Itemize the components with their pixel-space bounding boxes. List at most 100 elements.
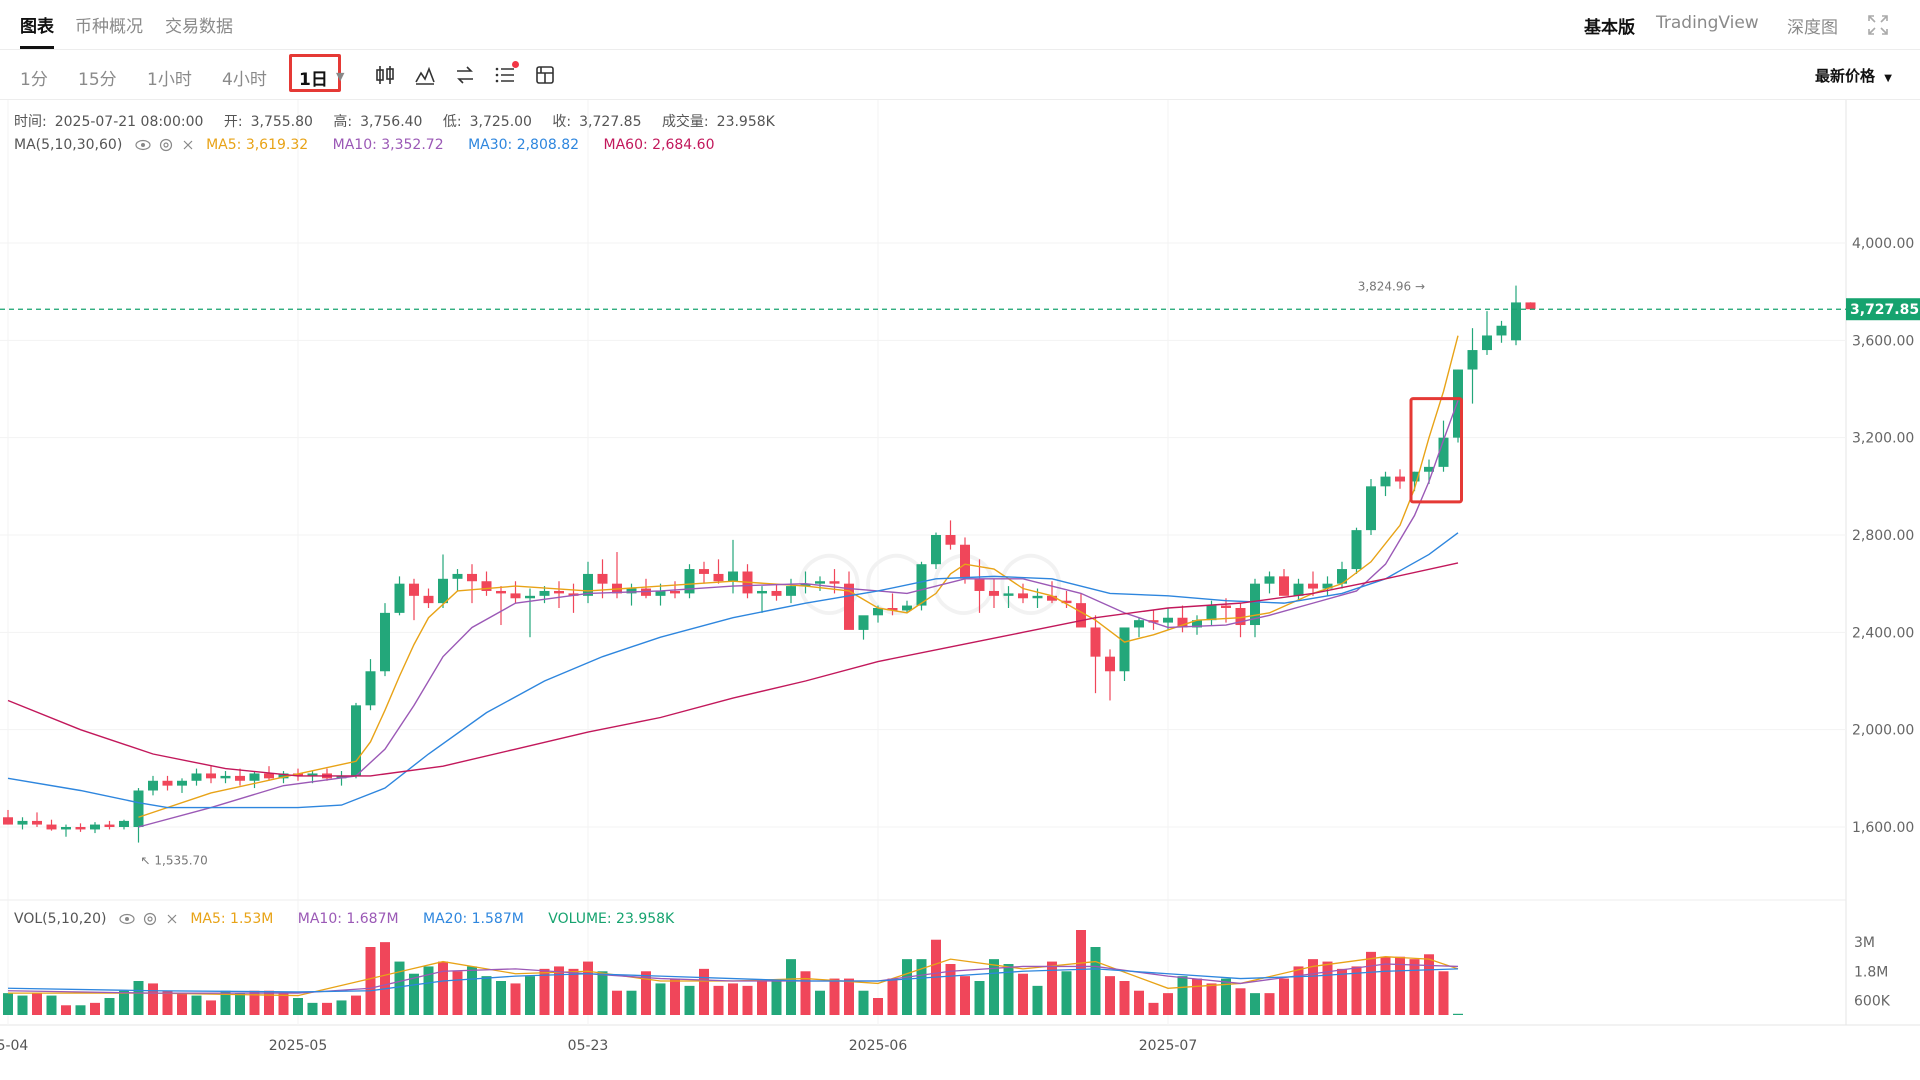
volume-bar [684,985,695,1015]
fullscreen-icon[interactable] [1866,13,1890,37]
volume-bar [191,995,202,1015]
interval-1h[interactable]: 1小时 [147,70,192,90]
candle [815,581,825,584]
candle [380,612,390,672]
candle [1061,600,1072,604]
ma10-value: MA10: 3,352.72 [332,137,444,153]
candle [1351,530,1362,570]
volume-bar [641,971,651,1015]
settings-icon[interactable] [159,138,173,152]
volume-bar [771,981,782,1015]
candle [887,608,898,611]
price-tick-label: 1,600.00 [1852,820,1914,836]
tab-tradingview[interactable]: TradingView [1656,13,1759,33]
candle [206,773,216,779]
volume-bar [554,966,564,1015]
interval-1m[interactable]: 1分 [20,70,48,90]
interval-15m[interactable]: 15分 [78,70,117,90]
settings-list-icon[interactable] [493,63,517,87]
settings-icon[interactable] [143,912,157,926]
candle [728,571,738,582]
candle [539,590,550,596]
ma-line-ma30 [7,532,1459,809]
volume-bar [815,990,825,1015]
volume-bar [1264,993,1275,1015]
price-tick-label: 3,600.00 [1852,333,1914,349]
volume-bar [989,959,999,1015]
candle [800,583,811,587]
volume-bar [104,998,115,1015]
volume-bar [467,966,477,1015]
candle [3,817,13,825]
volume-bar [1351,966,1362,1015]
vol-ma5-value: MA5: 1.53M [190,911,274,927]
candle [1424,466,1434,472]
chevron-down-icon: ▼ [1884,73,1892,84]
volume-bar [148,983,158,1015]
eye-icon[interactable] [135,139,151,151]
price-tick-label: 4,000.00 [1852,236,1914,252]
candlestick-type-icon[interactable] [373,63,397,87]
volume-bar [162,990,173,1015]
candle [17,820,28,825]
candle [699,569,709,574]
tab-coin-overview[interactable]: 币种概况 [75,17,143,37]
volume-bar [1380,956,1391,1015]
tab-trading-data[interactable]: 交易数据 [165,17,233,37]
candle [467,573,477,582]
price-type-selector[interactable]: 最新价格 ▼ [1815,65,1892,86]
candle [249,773,260,781]
volume-bar [612,990,622,1015]
ma-legend: MA(5,10,30,60) MA5: 3,619.32 MA10: 3,352… [14,137,722,153]
ma30-value: MA30: 2,808.82 [468,137,580,153]
indicator-icon[interactable] [413,63,437,87]
volume-bar [220,990,231,1015]
volume-bar [1105,976,1115,1015]
candle [1018,593,1028,599]
close-icon[interactable] [182,139,194,151]
close-icon[interactable] [166,913,178,925]
tab-depth-chart[interactable]: 深度图 [1787,18,1838,38]
ohlc-high: 3,756.40 [360,114,423,130]
volume-bar [1192,978,1202,1015]
volume-bar [1322,961,1333,1015]
tab-basic-version[interactable]: 基本版 [1584,18,1635,38]
chevron-down-icon[interactable]: ▼ [336,70,345,83]
vol-ma10-value: MA10: 1.687M [297,911,399,927]
candle [365,671,376,706]
ma60-value: MA60: 2,684.60 [603,137,715,153]
candle [191,773,202,781]
interval-4h[interactable]: 4小时 [222,70,267,90]
candle [771,590,782,596]
tab-chart[interactable]: 图表 [20,17,54,37]
volume-bar [336,1000,347,1015]
volume-tick-label: 600K [1854,993,1891,1009]
candle [32,820,42,825]
volume-bar [3,993,13,1015]
time-tick-label: 2025-06 [849,1038,908,1054]
volume-bar [1337,968,1347,1015]
volume-bar [351,995,361,1015]
candle [1119,627,1130,672]
volume-bar [1409,959,1420,1015]
ohlc-open: 3,755.80 [250,114,313,130]
eye-icon[interactable] [119,913,135,925]
volume-ma-line-ma20 [7,968,1459,993]
volume-bar [873,998,883,1015]
volume-bar [1076,930,1086,1015]
volume-bar [365,947,376,1015]
candle [1308,583,1318,589]
volume-bar [800,971,811,1015]
candle [481,581,492,591]
ohlc-volume: 23.958K [716,114,775,130]
volume-bar [568,968,579,1015]
layout-icon[interactable] [533,63,557,87]
candle [1322,583,1333,589]
switch-icon[interactable] [453,63,477,87]
vol-legend-name: VOL(5,10,20) [14,911,107,927]
candlestick-chart[interactable]: 1,600.00 2,000.00 2,400.00 2,800.00 3,200.00… [0,100,1920,1080]
volume-bar [1163,993,1173,1015]
interval-1d[interactable]: 1日 [299,70,328,90]
candle [757,590,767,594]
candle [1148,620,1159,623]
